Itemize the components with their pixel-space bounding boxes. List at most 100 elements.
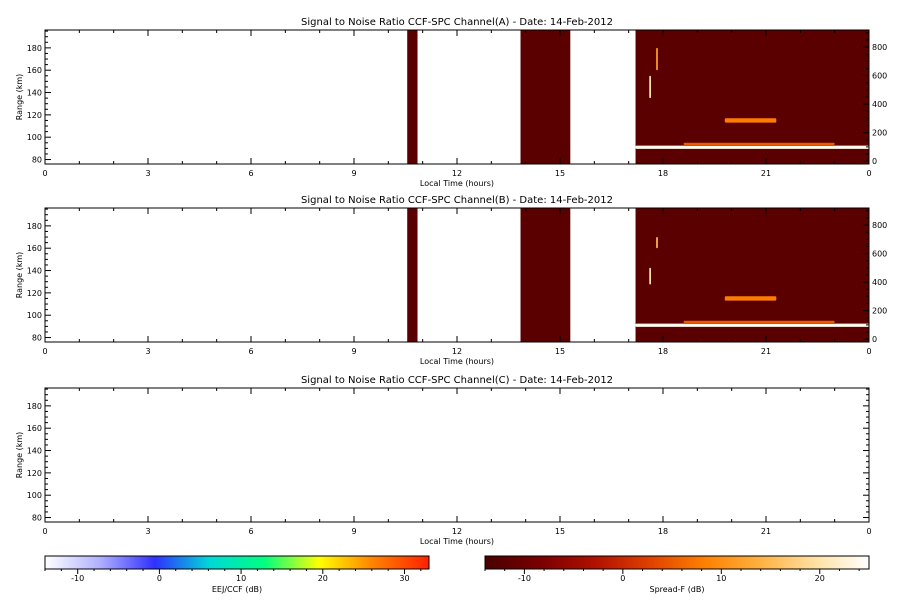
y-tick-label: 160 [27, 244, 42, 253]
plot-frame [44, 387, 870, 523]
x-tick-label: 3 [145, 527, 150, 536]
x-tick-label: 21 [761, 347, 771, 356]
y-tick-label: 100 [27, 311, 42, 320]
panel-b: Signal to Noise Ratio CCF-SPC Channel(B)… [15, 195, 887, 366]
x-tick-label: 9 [351, 527, 356, 536]
x-tick-label: 21 [761, 527, 771, 536]
colorbar-tick-label: 0 [157, 574, 162, 583]
y-tick-label: 160 [27, 424, 42, 433]
x-axis-label: Local Time (hours) [420, 357, 494, 366]
y-tick-label: 100 [27, 133, 42, 142]
x-tick-label: 0 [866, 347, 871, 356]
y-tick-label: 140 [27, 447, 42, 456]
x-tick-label: 18 [658, 169, 668, 178]
y2-tick-label: 800 [872, 43, 887, 52]
y-tick-label: 120 [27, 469, 42, 478]
x-axis-label: Local Time (hours) [420, 537, 494, 546]
x-axis-label: Local Time (hours) [420, 179, 494, 188]
y2-tick-label: 200 [872, 129, 887, 138]
colorbar-tick-label: 20 [815, 574, 825, 583]
x-tick-label: 9 [351, 347, 356, 356]
echo-trace [649, 75, 651, 99]
colorbar-eej-ccf: -10 0 10 20 30 EEJ/CCF (dB) [44, 555, 430, 594]
colorbar-bar [484, 555, 870, 570]
y2-tick-label: 0 [872, 335, 877, 344]
data-block [635, 30, 869, 164]
x-tick-label: 0 [42, 527, 47, 536]
y-axis-label: Range (km) [15, 252, 24, 299]
data-block [407, 208, 418, 342]
y-tick-label: 140 [27, 267, 42, 276]
x-tick-label: 3 [145, 347, 150, 356]
echo-trace [635, 323, 869, 327]
data-block [407, 30, 418, 164]
colorbar-tick-label: 30 [399, 574, 409, 583]
x-tick-label: 9 [351, 169, 356, 178]
y-tick-label: 80 [32, 156, 42, 165]
y-axis-label: Range (km) [15, 74, 24, 121]
x-tick-label: 15 [555, 169, 565, 178]
x-tick-label: 18 [658, 347, 668, 356]
data-block [520, 30, 571, 164]
x-tick-label: 6 [248, 169, 253, 178]
echo-trace [656, 237, 658, 249]
x-tick-label: 0 [42, 347, 47, 356]
y-tick-label: 80 [32, 514, 42, 523]
panel-title: Signal to Noise Ratio CCF-SPC Channel(B)… [301, 195, 613, 206]
colorbar-tick-label: -10 [71, 574, 84, 583]
y-tick-label: 140 [27, 89, 42, 98]
panel-title: Signal to Noise Ratio CCF-SPC Channel(C)… [301, 375, 613, 386]
panel-title: Signal to Noise Ratio CCF-SPC Channel(A)… [301, 17, 613, 28]
y-tick-label: 180 [27, 44, 42, 53]
x-tick-label: 12 [452, 527, 462, 536]
y2-tick-label: 800 [872, 221, 887, 230]
y2-tick-label: 600 [872, 250, 887, 259]
echo-trace [649, 267, 651, 285]
x-tick-label: 6 [248, 527, 253, 536]
y-tick-label: 100 [27, 491, 42, 500]
y2-tick-label: 400 [872, 100, 887, 109]
x-tick-label: 15 [555, 527, 565, 536]
x-tick-label: 3 [145, 169, 150, 178]
y-tick-label: 180 [27, 222, 42, 231]
x-tick-label: 12 [452, 169, 462, 178]
x-tick-label: 15 [555, 347, 565, 356]
echo-trace [635, 145, 869, 149]
panel-c: Signal to Noise Ratio CCF-SPC Channel(C)… [15, 375, 872, 546]
echo-trace [656, 47, 658, 71]
y2-tick-label: 0 [872, 157, 877, 166]
colorbar-bar [44, 555, 430, 570]
data-block [635, 208, 869, 342]
y2-tick-label: 600 [872, 72, 887, 81]
y-tick-label: 180 [27, 402, 42, 411]
panel-a: Signal to Noise Ratio CCF-SPC Channel(A)… [15, 17, 887, 188]
colorbar-label: Spread-F (dB) [649, 585, 704, 594]
data-block [520, 208, 571, 342]
x-tick-label: 0 [866, 527, 871, 536]
x-tick-label: 12 [452, 347, 462, 356]
x-tick-label: 0 [42, 169, 47, 178]
y-axis-label: Range (km) [15, 432, 24, 479]
colorbar-tick-label: 10 [716, 574, 726, 583]
y-tick-label: 120 [27, 111, 42, 120]
x-tick-label: 0 [866, 169, 871, 178]
x-tick-label: 18 [658, 527, 668, 536]
colorbar-label: EEJ/CCF (dB) [212, 585, 262, 594]
echo-trace [724, 118, 777, 123]
echo-trace [724, 296, 777, 301]
colorbar-tick-label: 20 [318, 574, 328, 583]
x-tick-label: 21 [761, 169, 771, 178]
y-tick-label: 160 [27, 66, 42, 75]
colorbar-tick-label: 0 [620, 574, 625, 583]
colorbar-spread-f: -10 0 10 20 Spread-F (dB) [484, 555, 870, 594]
echo-trace [683, 142, 835, 146]
colorbar-tick-label: -10 [518, 574, 531, 583]
y-tick-label: 80 [32, 334, 42, 343]
x-tick-label: 6 [248, 347, 253, 356]
colorbar-tick-label: 10 [236, 574, 246, 583]
y2-tick-label: 200 [872, 307, 887, 316]
y2-tick-label: 400 [872, 278, 887, 287]
echo-trace [683, 320, 835, 324]
